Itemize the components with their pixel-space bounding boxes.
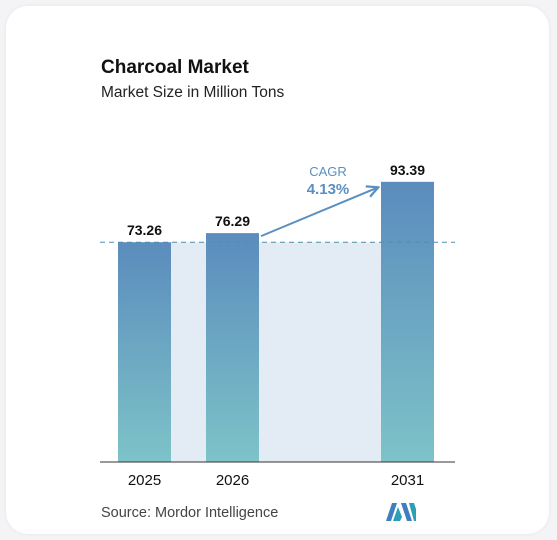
bar-2026 bbox=[206, 233, 259, 462]
cagr-annotation: CAGR 4.13% bbox=[260, 164, 377, 238]
value-label-2026: 76.29 bbox=[215, 213, 250, 229]
x-tick-label-2031: 2031 bbox=[391, 472, 424, 489]
x-tick-label-2026: 2026 bbox=[216, 472, 249, 489]
cagr-arrow bbox=[260, 188, 377, 238]
bar-2025 bbox=[118, 242, 171, 462]
bar-2031 bbox=[381, 181, 434, 462]
chart-title: Charcoal Market bbox=[101, 57, 249, 78]
value-label-2031: 93.39 bbox=[390, 162, 425, 178]
chart-subtitle: Market Size in Million Tons bbox=[101, 84, 285, 101]
mordor-intelligence-logo-icon bbox=[386, 503, 416, 521]
cagr-value: 4.13% bbox=[307, 181, 350, 198]
source-text: Source: Mordor Intelligence bbox=[101, 505, 279, 521]
value-label-2025: 73.26 bbox=[127, 222, 162, 238]
x-tick-label-2025: 2025 bbox=[128, 472, 161, 489]
cagr-label: CAGR bbox=[309, 164, 347, 179]
